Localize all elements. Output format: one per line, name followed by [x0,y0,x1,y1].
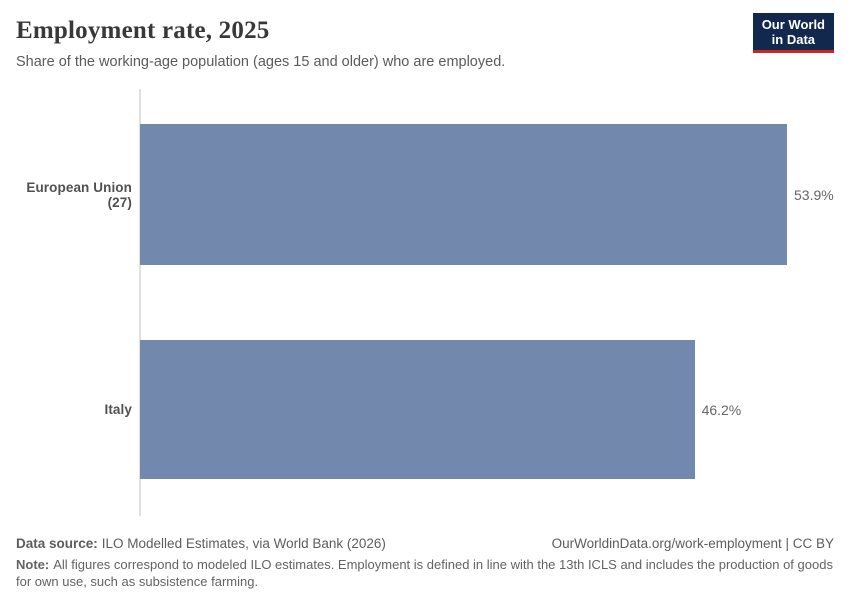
footer-link[interactable]: OurWorldinData.org/work-employment | CC … [551,536,834,551]
owid-logo-line1: Our World [761,17,825,32]
value-label-italy: 46.2% [701,401,742,418]
header-text: Employment rate, 2025 Share of the worki… [16,16,505,72]
data-source-label: Data source: [16,536,98,551]
data-source-text: ILO Modelled Estimates, via World Bank (… [101,536,386,551]
bar-row-italy: Italy 46.2% [16,340,834,479]
bar-chart: European Union (27) 53.9% Italy 46.2% [16,89,834,516]
footnote-text: All figures correspond to modeled ILO es… [16,557,833,589]
chart-footer: Data source: ILO Modelled Estimates, via … [16,535,834,590]
chart-subtitle: Share of the working-age population (age… [16,54,506,70]
bar-european-union[interactable] [140,124,787,265]
bar-italy[interactable] [140,340,695,479]
data-source: Data source: ILO Modelled Estimates, via … [16,535,386,552]
entity-label-european-union: European Union (27) [26,179,132,210]
page-title: Employment rate, 2025 [16,17,270,44]
bar-row-european-union: European Union (27) 53.9% [16,124,834,265]
value-label-european-union: 53.9% [794,186,834,203]
footnote-label: Note: [16,557,50,572]
footer-row: Data source: ILO Modelled Estimates, via … [16,535,834,552]
y-axis-line [139,89,141,516]
footnote: Note: All figures correspond to modeled I… [16,557,834,590]
entity-label-italy: Italy [104,402,132,417]
chart-header: Employment rate, 2025 Share of the worki… [16,13,834,72]
owid-logo[interactable]: Our World in Data [752,13,834,53]
owid-logo-line2: in Data [771,32,816,47]
